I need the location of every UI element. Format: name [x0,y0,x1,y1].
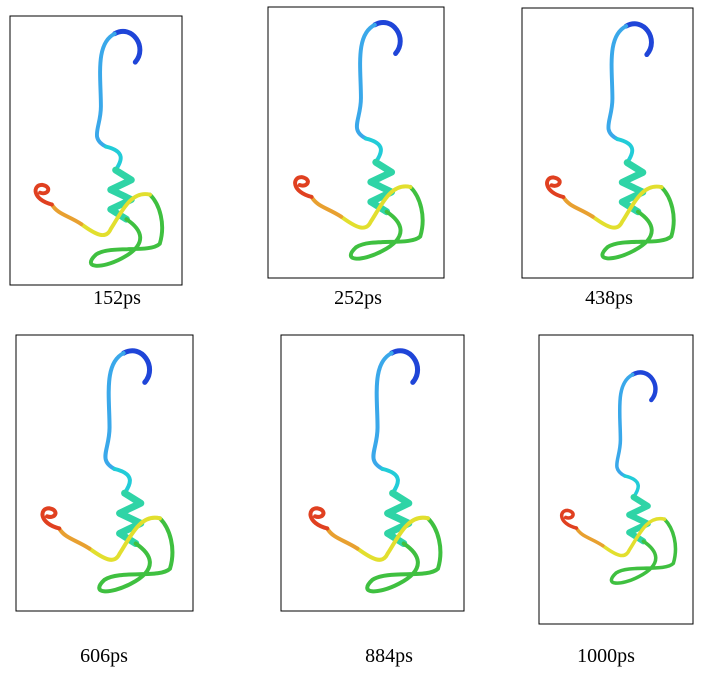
page: 152ps 252ps 438ps 606ps 884ps 1000ps (()… [0,0,709,669]
panel: 152ps [10,16,182,309]
panel: 884ps [281,335,464,667]
panel-label: 252ps [334,287,382,309]
panel: 606ps [16,335,193,667]
panel-frame [539,335,693,624]
panel: 438ps [522,8,693,309]
panel: 1000ps [539,335,693,667]
panel-label: 884ps [365,645,413,667]
panel: 252ps [268,7,444,309]
panel-label: 606ps [80,645,128,667]
panel-label: 1000ps [577,645,635,667]
panel-label: 152ps [93,287,141,309]
figure: 152ps 252ps 438ps 606ps 884ps 1000ps [0,0,709,669]
panel-label: 438ps [585,287,633,309]
